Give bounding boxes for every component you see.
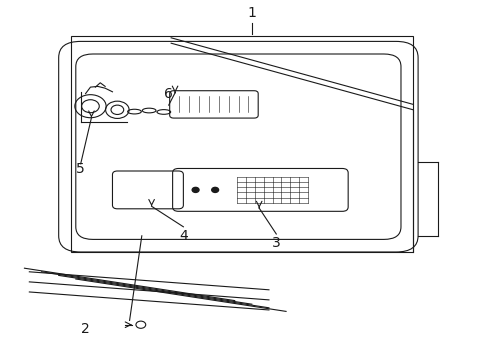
Text: 2: 2 [81, 323, 90, 336]
Circle shape [192, 187, 199, 192]
Bar [71, 36, 412, 252]
Text: 5: 5 [76, 162, 85, 176]
Circle shape [211, 187, 218, 192]
Text: 4: 4 [179, 229, 187, 243]
Text: 6: 6 [164, 87, 173, 101]
Text: 1: 1 [247, 6, 256, 20]
Text: 3: 3 [271, 236, 280, 250]
